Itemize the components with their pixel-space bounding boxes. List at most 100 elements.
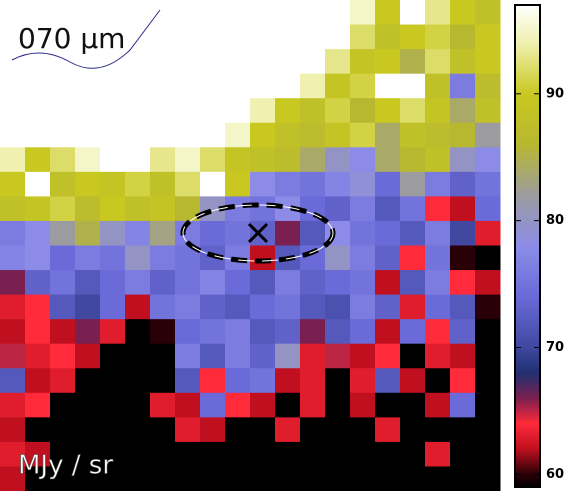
cell — [450, 196, 476, 222]
cell — [475, 441, 501, 467]
cell — [225, 294, 251, 320]
cell — [225, 220, 251, 246]
colorbar-tick-label: 60 — [546, 467, 564, 482]
cell — [475, 122, 501, 148]
cell — [100, 417, 126, 443]
cell — [375, 392, 401, 418]
cell — [375, 466, 401, 492]
cell — [125, 196, 151, 222]
cell — [250, 392, 276, 418]
cell — [100, 49, 126, 75]
cell — [350, 196, 376, 222]
cell — [150, 343, 176, 369]
cell — [425, 417, 451, 443]
cell — [200, 122, 226, 148]
cell — [25, 417, 51, 443]
cell — [275, 319, 301, 345]
cell — [375, 319, 401, 345]
cell — [325, 98, 351, 124]
cell — [50, 98, 76, 124]
cell — [75, 270, 101, 296]
cell — [350, 49, 376, 75]
cell — [450, 294, 476, 320]
cell — [325, 0, 351, 26]
cell — [225, 270, 251, 296]
cell — [350, 343, 376, 369]
cell — [75, 294, 101, 320]
cell — [300, 171, 326, 197]
cell — [125, 73, 151, 99]
cell — [250, 270, 276, 296]
cell — [325, 392, 351, 418]
cell — [50, 368, 76, 394]
cell — [400, 319, 426, 345]
cell — [25, 0, 51, 26]
cell — [100, 441, 126, 467]
cell — [200, 0, 226, 26]
cell — [125, 368, 151, 394]
cell — [275, 270, 301, 296]
cell — [75, 147, 101, 173]
cell — [50, 220, 76, 246]
cell — [450, 343, 476, 369]
cell — [325, 417, 351, 443]
cell — [375, 98, 401, 124]
cell — [325, 147, 351, 173]
cell — [50, 122, 76, 148]
cell — [325, 49, 351, 75]
cell — [225, 0, 251, 26]
cell — [150, 270, 176, 296]
cell — [400, 294, 426, 320]
cell — [125, 392, 151, 418]
cell — [275, 49, 301, 75]
cell — [25, 24, 51, 50]
cell — [25, 122, 51, 148]
cell — [200, 98, 226, 124]
cell — [175, 392, 201, 418]
cell — [475, 343, 501, 369]
cell — [425, 466, 451, 492]
cell — [400, 73, 426, 99]
cell — [425, 319, 451, 345]
cell — [350, 0, 376, 26]
cell — [100, 122, 126, 148]
cell — [400, 196, 426, 222]
cell — [125, 147, 151, 173]
map-title: 070 μm — [18, 22, 125, 55]
cell — [375, 220, 401, 246]
cell — [50, 343, 76, 369]
cell — [200, 466, 226, 492]
cell — [325, 466, 351, 492]
cell — [0, 441, 26, 467]
cell — [450, 24, 476, 50]
cell — [150, 417, 176, 443]
cell — [425, 220, 451, 246]
cell — [175, 368, 201, 394]
cell — [400, 24, 426, 50]
cell — [50, 147, 76, 173]
cell — [275, 171, 301, 197]
cell — [75, 417, 101, 443]
cell — [0, 171, 26, 197]
cell — [300, 270, 326, 296]
cell — [475, 49, 501, 75]
cell — [325, 171, 351, 197]
cell — [200, 220, 226, 246]
cell — [50, 171, 76, 197]
cell — [325, 196, 351, 222]
cell — [0, 73, 26, 99]
cell — [50, 466, 76, 492]
cell — [375, 294, 401, 320]
cell — [125, 122, 151, 148]
cell — [400, 49, 426, 75]
cell — [175, 0, 201, 26]
cell — [425, 171, 451, 197]
cell — [375, 368, 401, 394]
cell — [0, 343, 26, 369]
cell — [150, 147, 176, 173]
cell — [400, 417, 426, 443]
cell — [150, 441, 176, 467]
cell — [125, 441, 151, 467]
cell — [400, 147, 426, 173]
cell — [100, 294, 126, 320]
